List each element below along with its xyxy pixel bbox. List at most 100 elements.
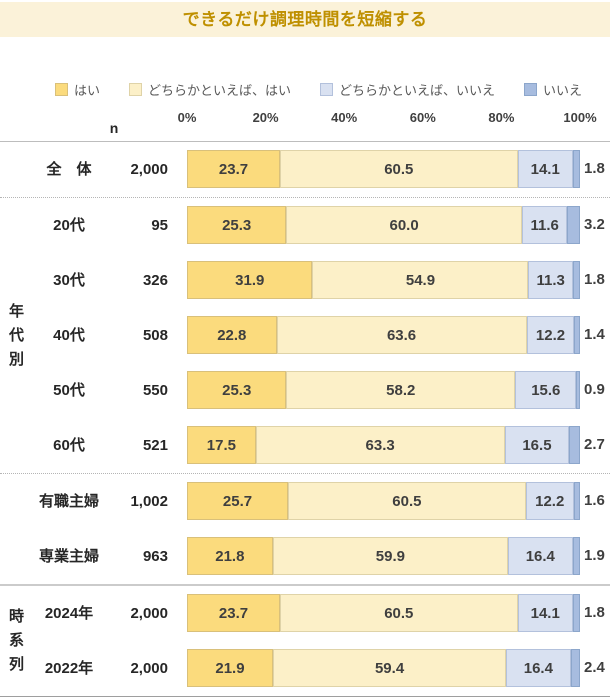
row-label: 有職主婦 bbox=[38, 493, 99, 510]
bar-segment-1: 23.7 bbox=[187, 594, 281, 632]
bar-segment-4 bbox=[572, 150, 580, 188]
segment-value: 59.9 bbox=[375, 547, 405, 565]
bar-segment-4 bbox=[572, 261, 580, 299]
segment-value-outside: 2.7 bbox=[584, 436, 605, 453]
bar-segment-1: 31.9 bbox=[187, 261, 313, 299]
bar-segment-2: 60.0 bbox=[286, 206, 522, 244]
table-row: 有職主婦 1,002 25.7 60.5 12.2 1.6 bbox=[0, 474, 610, 529]
table-row: 2022年 2,000 21.9 59.4 16.4 2.4 bbox=[0, 641, 610, 696]
segment-value: 60.5 bbox=[384, 604, 414, 622]
bar-segment-4 bbox=[572, 537, 580, 575]
segment-value: 12.2 bbox=[535, 326, 566, 344]
n-column-header: n bbox=[109, 120, 119, 136]
bar-segment-1: 23.7 bbox=[187, 150, 281, 188]
segment-value-outside: 1.6 bbox=[584, 492, 605, 509]
row-n-value: 95 bbox=[151, 217, 168, 234]
bar-segment-2: 59.9 bbox=[272, 537, 509, 575]
segment-value: 60.0 bbox=[389, 216, 419, 234]
row-n-value: 963 bbox=[142, 548, 168, 565]
bar-segment-2: 60.5 bbox=[280, 594, 518, 632]
row-label: 2022年 bbox=[44, 660, 94, 677]
bar-segment-3: 15.6 bbox=[515, 371, 577, 409]
bar-segment-4 bbox=[567, 206, 580, 244]
bar-segment-1: 25.3 bbox=[187, 371, 287, 409]
segment-value: 22.8 bbox=[217, 326, 247, 344]
bar-segment-1: 22.8 bbox=[187, 316, 277, 354]
stacked-bar: 25.3 60.0 11.6 3.2 bbox=[187, 206, 605, 244]
segment-value: 59.4 bbox=[374, 659, 405, 677]
segment-value: 16.4 bbox=[523, 659, 553, 677]
segment-value: 63.6 bbox=[386, 326, 417, 344]
segment-value-outside: 2.4 bbox=[584, 659, 605, 676]
segment-value: 60.5 bbox=[392, 492, 422, 510]
segment-value: 15.6 bbox=[531, 381, 561, 399]
bar-segment-4 bbox=[569, 426, 580, 464]
segment-value-outside: 1.4 bbox=[584, 326, 605, 343]
table-row: 20代 95 25.3 60.0 11.6 3.2 bbox=[0, 198, 610, 253]
legend: はい どちらかといえば、はい どちらかといえば、いいえ いいえ bbox=[55, 80, 582, 99]
bar-segment-2: 63.3 bbox=[255, 426, 505, 464]
bar-segment-3: 12.2 bbox=[526, 316, 575, 354]
segment-value: 63.3 bbox=[365, 436, 395, 454]
segment-value-outside: 0.9 bbox=[584, 381, 605, 398]
table-row: 2024年 2,000 23.7 60.5 14.1 1.8 bbox=[0, 586, 610, 641]
segment-value: 11.6 bbox=[530, 216, 559, 234]
legend-swatch-icon bbox=[523, 83, 537, 96]
stacked-bar: 21.8 59.9 16.4 1.9 bbox=[187, 537, 605, 575]
row-group: 有職主婦 1,002 25.7 60.5 12.2 1.6 専業主婦 963 21.8 59.9 1… bbox=[0, 474, 610, 586]
stacked-bar: 31.9 54.9 11.3 1.8 bbox=[187, 261, 605, 299]
legend-item: いいえ bbox=[523, 80, 582, 99]
bar-segment-4 bbox=[574, 316, 580, 354]
segment-value: 23.7 bbox=[218, 160, 249, 178]
legend-item: どちらかといえば、はい bbox=[128, 80, 291, 99]
bar-segment-2: 58.2 bbox=[286, 371, 516, 409]
segment-value-outside: 3.2 bbox=[584, 216, 605, 233]
segment-value: 14.1 bbox=[530, 160, 560, 178]
row-n-value: 2,000 bbox=[130, 161, 168, 178]
bar-segment-3: 16.4 bbox=[508, 537, 573, 575]
tick-label: 0% bbox=[177, 110, 197, 125]
bar-segment-2: 60.5 bbox=[280, 150, 518, 188]
segment-value: 21.8 bbox=[215, 547, 245, 565]
row-label: 全 体 bbox=[46, 161, 92, 178]
row-label: 50代 bbox=[53, 382, 85, 399]
segment-value: 60.5 bbox=[384, 160, 414, 178]
bar-segment-1: 21.9 bbox=[187, 649, 273, 687]
segment-value: 25.7 bbox=[222, 492, 253, 510]
segment-value: 54.9 bbox=[405, 271, 436, 289]
legend-swatch-icon bbox=[319, 83, 333, 96]
segment-value: 25.3 bbox=[222, 381, 252, 399]
segment-value-outside: 1.9 bbox=[584, 547, 605, 564]
bar-segment-3: 11.3 bbox=[528, 261, 573, 299]
tick-label: 80% bbox=[488, 110, 515, 125]
legend-swatch-icon bbox=[55, 83, 68, 96]
chart-title: できるだけ調理時間を短縮する bbox=[182, 10, 428, 29]
row-n-value: 326 bbox=[142, 272, 168, 289]
segment-value: 16.5 bbox=[522, 436, 552, 454]
bar-segment-2: 60.5 bbox=[288, 482, 526, 520]
segment-value: 11.3 bbox=[536, 271, 565, 289]
row-label: 20代 bbox=[53, 217, 85, 234]
row-label: 専業主婦 bbox=[38, 548, 99, 565]
segment-value: 21.9 bbox=[215, 659, 245, 677]
stacked-bar: 25.7 60.5 12.2 1.6 bbox=[187, 482, 605, 520]
row-n-value: 2,000 bbox=[130, 605, 168, 622]
bar-segment-3: 16.5 bbox=[504, 426, 570, 464]
legend-swatch-icon bbox=[128, 83, 142, 96]
legend-label: いいえ bbox=[542, 83, 582, 98]
bar-segment-4 bbox=[570, 649, 580, 687]
bar-segment-1: 25.7 bbox=[187, 482, 288, 520]
segment-value-outside: 1.8 bbox=[584, 160, 605, 177]
table-row: 全 体 2,000 23.7 60.5 14.1 1.8 bbox=[0, 142, 610, 197]
segment-value: 31.9 bbox=[235, 271, 265, 289]
bar-segment-4 bbox=[573, 482, 580, 520]
group-label: 年代別 bbox=[9, 302, 25, 368]
row-n-value: 508 bbox=[142, 327, 168, 344]
table-row: 60代 521 17.5 63.3 16.5 2.7 bbox=[0, 418, 610, 473]
row-label: 40代 bbox=[53, 327, 85, 344]
bar-segment-3: 11.6 bbox=[521, 206, 568, 244]
stacked-bar: 21.9 59.4 16.4 2.4 bbox=[187, 649, 605, 687]
legend-item: はい bbox=[55, 80, 100, 99]
segment-value: 58.2 bbox=[386, 381, 416, 399]
